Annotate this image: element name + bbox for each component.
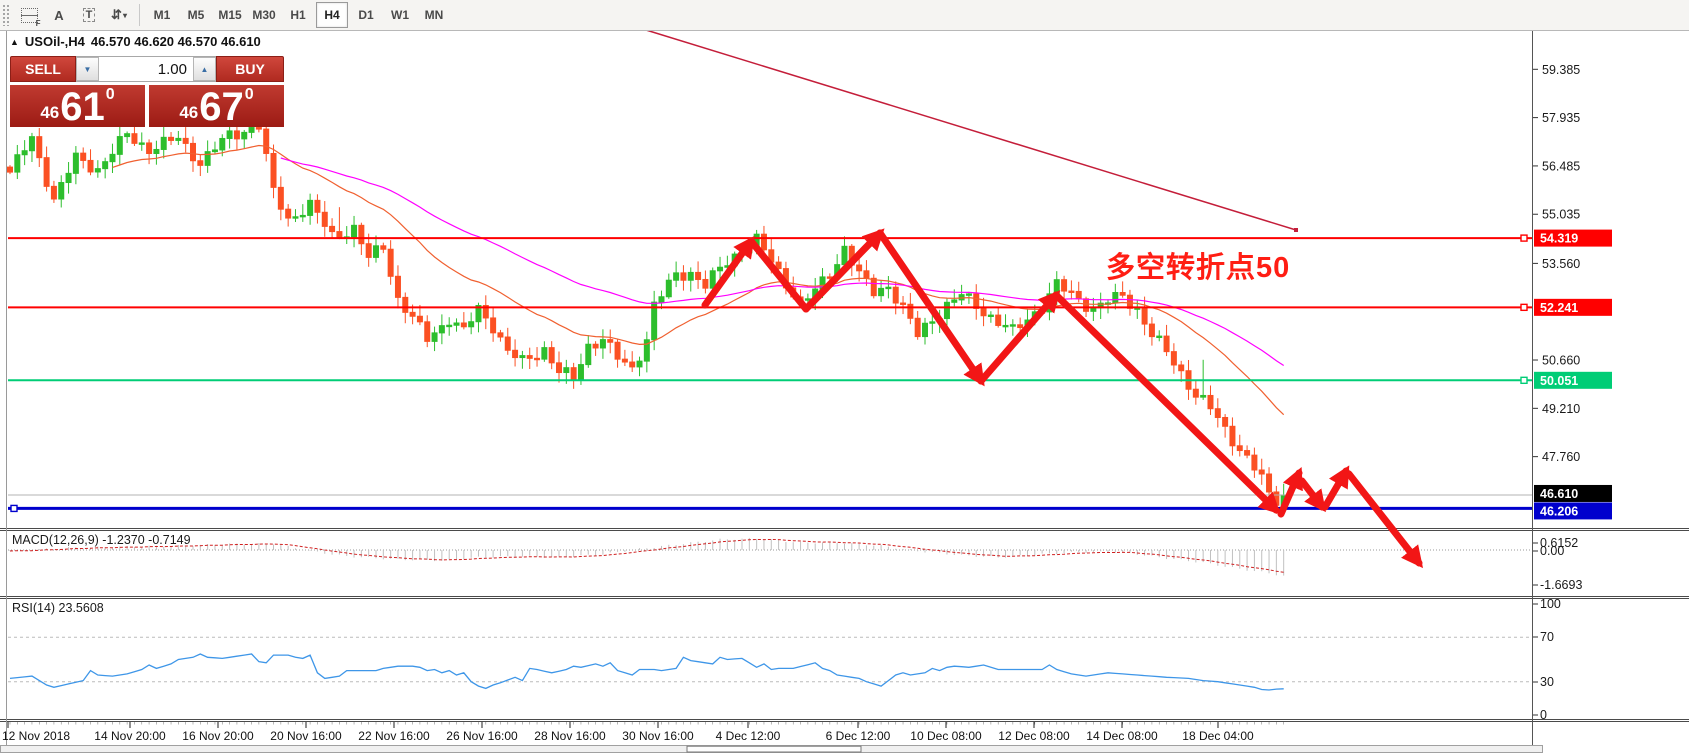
date-axis: 12 Nov 2018 14 Nov 20:00 16 Nov 20:00 20 No… (2, 722, 1284, 743)
svg-text:56.485: 56.485 (1542, 159, 1580, 173)
svg-text:52.241: 52.241 (1540, 301, 1578, 315)
tf-button-w1[interactable]: W1 (391, 8, 409, 22)
tf-button-m30[interactable]: M30 (252, 8, 276, 22)
svg-text:100: 100 (1540, 597, 1561, 611)
toolbar: F A T ⇵ ▾ M1 M5 M15 M30 H1 H4 D1 W1 MN (0, 0, 1689, 31)
buy-price-pip: 0 (244, 86, 254, 103)
symbol-period-label: USOil-,H4 (24, 34, 85, 49)
macd-signal-line (9, 538, 1284, 573)
buy-price-big: 67 (199, 85, 244, 130)
scrollbar-thumb[interactable] (686, 745, 862, 753)
text-icon: A (54, 7, 64, 23)
chart-title: ▲ USOil-,H4 46.570 46.620 46.570 46.610 (10, 34, 261, 49)
tf-button-mn[interactable]: MN (424, 8, 444, 22)
price-axis: 59.385 57.935 56.485 55.035 53.560 50.660 49.2… (1533, 63, 1612, 520)
svg-text:57.935: 57.935 (1542, 111, 1580, 125)
svg-text:6 Dec 12:00: 6 Dec 12:00 (826, 729, 891, 743)
label-tool-button[interactable]: T (75, 2, 103, 28)
tf-button-h4[interactable]: H4 (316, 2, 348, 28)
collapse-icon[interactable]: ▲ (10, 36, 19, 47)
svg-text:10 Dec 08:00: 10 Dec 08:00 (910, 729, 982, 743)
buy-price-whole: 46 (179, 103, 199, 122)
sell-price-big: 61 (60, 85, 105, 130)
toolbar-grip[interactable] (2, 4, 10, 26)
svg-text:70: 70 (1540, 630, 1554, 644)
candles-series (7, 117, 1287, 514)
rsi-label: RSI(14) 23.5608 (12, 601, 104, 615)
price-tag-54.319 (1534, 229, 1612, 247)
tf-button-m15[interactable]: M15 (218, 8, 242, 22)
svg-text:49.210: 49.210 (1542, 402, 1580, 416)
label-icon: T (82, 8, 96, 22)
volume-decrease-button[interactable]: ▼ (76, 57, 99, 81)
svg-text:46.206: 46.206 (1540, 504, 1578, 518)
svg-text:0: 0 (1540, 708, 1547, 722)
price-tag-46.610 (1534, 484, 1612, 502)
macd-label: MACD(12,26,9) -1.2370 -0.7149 (12, 533, 191, 547)
ma-slow-line (280, 157, 1285, 367)
svg-text:-1.6693: -1.6693 (1540, 578, 1582, 592)
buy-button[interactable]: BUY (216, 56, 284, 82)
chart-annotation-text: 多空转折点50 (1106, 252, 1291, 284)
svg-text:28 Nov 16:00: 28 Nov 16:00 (534, 729, 606, 743)
trendline-endpoint (1294, 228, 1298, 232)
price-tag-50.051 (1534, 371, 1612, 389)
ma-fast-line (112, 144, 1285, 416)
svg-text:55.035: 55.035 (1542, 208, 1580, 222)
svg-text:16 Nov 20:00: 16 Nov 20:00 (182, 729, 254, 743)
volume-input[interactable] (99, 57, 193, 81)
svg-text:14 Nov 20:00: 14 Nov 20:00 (94, 729, 166, 743)
svg-text:30 Nov 16:00: 30 Nov 16:00 (622, 729, 694, 743)
svg-text:0.6152: 0.6152 (1540, 536, 1578, 550)
descending-trendline[interactable] (645, 29, 1297, 231)
arrows-icon: ⇵ (111, 7, 122, 22)
fibonacci-icon: F (20, 7, 41, 28)
one-click-trading-panel: SELL ▼ ▲ BUY 46 61 0 46 67 0 (10, 56, 284, 127)
tf-button-d1[interactable]: D1 (358, 8, 374, 22)
svg-text:12 Dec 08:00: 12 Dec 08:00 (998, 729, 1070, 743)
svg-text:26 Nov 16:00: 26 Nov 16:00 (446, 729, 518, 743)
tf-button-h1[interactable]: H1 (290, 8, 306, 22)
svg-text:50.051: 50.051 (1540, 374, 1578, 388)
sell-button[interactable]: SELL (10, 56, 76, 82)
trend-arrows[interactable] (701, 228, 1424, 569)
sell-price-display[interactable]: 46 61 0 (10, 85, 145, 127)
tf-button-m1[interactable]: M1 (153, 8, 171, 22)
svg-text:53.560: 53.560 (1542, 257, 1580, 271)
chevron-down-icon: ▾ (122, 10, 127, 20)
rsi-line (9, 653, 1284, 691)
price-tag-52.241 (1534, 298, 1612, 316)
volume-control: ▼ ▲ (76, 56, 216, 82)
horizontal-scrollbar[interactable] (0, 745, 1543, 753)
svg-text:18 Dec 04:00: 18 Dec 04:00 (1182, 729, 1254, 743)
rsi-panel: 100 70 30 0 (8, 597, 1561, 722)
horizontal-level-lines[interactable] (8, 234, 1532, 513)
svg-text:14 Dec 08:00: 14 Dec 08:00 (1086, 729, 1158, 743)
sell-price-pip: 0 (105, 86, 115, 103)
svg-text:22 Nov 16:00: 22 Nov 16:00 (358, 729, 430, 743)
tf-button-m5[interactable]: M5 (187, 8, 205, 22)
svg-text:0.00: 0.00 (1540, 544, 1564, 558)
svg-text:4 Dec 12:00: 4 Dec 12:00 (716, 729, 781, 743)
svg-text:50.660: 50.660 (1542, 354, 1580, 368)
toolbar-separator (139, 4, 140, 26)
arrows-tool-button[interactable]: ⇵ ▾ (105, 2, 133, 28)
buy-price-display[interactable]: 46 67 0 (149, 85, 284, 127)
text-tool-button[interactable]: A (45, 2, 73, 28)
svg-text:20 Nov 16:00: 20 Nov 16:00 (270, 729, 342, 743)
price-tag-46.206 (1534, 502, 1612, 520)
svg-text:47.760: 47.760 (1542, 450, 1580, 464)
volume-increase-button[interactable]: ▲ (193, 57, 216, 81)
svg-text:46.610: 46.610 (1540, 487, 1578, 501)
fibonacci-tool-button[interactable]: F (15, 2, 43, 28)
sell-price-whole: 46 (40, 103, 60, 122)
ohlc-values: 46.570 46.620 46.570 46.610 (90, 34, 261, 49)
svg-text:59.385: 59.385 (1542, 63, 1580, 77)
svg-text:30: 30 (1540, 675, 1554, 689)
svg-text:12 Nov 2018: 12 Nov 2018 (2, 729, 70, 743)
svg-text:54.319: 54.319 (1540, 232, 1578, 246)
